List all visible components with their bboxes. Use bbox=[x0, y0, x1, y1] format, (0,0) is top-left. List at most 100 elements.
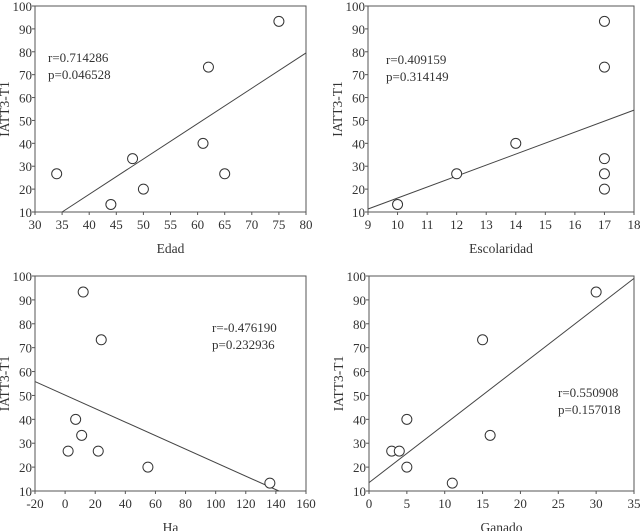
scatter-panel-ganado: 0 5 10 15 20 25 30 35 10 20 30 40 50 60 70 80 90 100 Ganad… bbox=[331, 269, 641, 531]
data-point bbox=[127, 153, 139, 165]
x-tick-label: 9 bbox=[365, 217, 372, 232]
plot-frame bbox=[368, 275, 635, 492]
x-tick-label: 100 bbox=[206, 496, 226, 511]
y-tick-label: 60 bbox=[353, 365, 366, 380]
x-tick-label: 50 bbox=[137, 217, 150, 232]
data-point bbox=[451, 168, 463, 180]
r-value-annotation: r=0.714286 bbox=[48, 50, 109, 65]
scatter-panel-escolaridad: 9 10 11 12 13 14 15 16 17 18102030405060708090100… bbox=[330, 0, 641, 256]
regression-line bbox=[61, 52, 307, 213]
y-tick-label: 90 bbox=[352, 22, 365, 37]
data-point bbox=[598, 153, 610, 165]
y-axis-label: IATT3-T1 bbox=[330, 81, 345, 136]
plot-frame bbox=[367, 5, 635, 213]
x-tick-label: 45 bbox=[110, 217, 123, 232]
x-tick-label: 35 bbox=[628, 496, 641, 511]
data-point bbox=[477, 334, 489, 346]
y-tick-label: 100 bbox=[347, 269, 367, 284]
y-axis-label: IATT3-T1 bbox=[331, 356, 346, 411]
x-tick-label: 15 bbox=[539, 217, 552, 232]
plot-frame bbox=[34, 5, 307, 213]
x-tick-label: 60 bbox=[149, 496, 162, 511]
x-tick-label: -20 bbox=[26, 496, 43, 511]
x-axis-label: Edad bbox=[157, 241, 185, 256]
y-tick-label: 40 bbox=[353, 412, 366, 427]
data-point bbox=[105, 198, 117, 210]
x-tick-label: 18 bbox=[628, 217, 641, 232]
x-tick-label: 75 bbox=[272, 217, 285, 232]
data-point bbox=[76, 429, 88, 441]
data-point bbox=[92, 445, 104, 457]
scatter-panel-ha: -20 0 20 40 60 80 100 120 140 160 10 20 30 40 50 60 70 80… bbox=[0, 269, 316, 531]
data-point bbox=[393, 445, 405, 457]
x-tick-label: 80 bbox=[179, 496, 192, 511]
x-tick-label: 13 bbox=[480, 217, 493, 232]
y-tick-label: 20 bbox=[19, 182, 32, 197]
y-tick-label: 100 bbox=[13, 269, 33, 284]
y-tick-label: 100 bbox=[346, 0, 366, 14]
y-tick-label: 30 bbox=[19, 159, 32, 174]
y-tick-label: 80 bbox=[353, 317, 366, 332]
x-tick-label: 0 bbox=[62, 496, 69, 511]
y-tick-label: 100 bbox=[13, 0, 33, 14]
data-point bbox=[273, 15, 285, 27]
x-tick-label: 17 bbox=[598, 217, 612, 232]
data-point bbox=[77, 286, 89, 298]
data-point bbox=[598, 183, 610, 195]
y-tick-label: 40 bbox=[352, 136, 365, 151]
y-axis-label: IATT3-T1 bbox=[0, 81, 12, 136]
x-tick-label: 20 bbox=[514, 496, 527, 511]
regression-line bbox=[34, 381, 280, 492]
y-tick-label: 50 bbox=[352, 113, 365, 128]
y-tick-label: 10 bbox=[352, 205, 365, 220]
x-tick-label: 30 bbox=[590, 496, 603, 511]
y-tick-label: 10 bbox=[353, 484, 366, 499]
data-point bbox=[598, 15, 610, 27]
x-tick-label: 11 bbox=[421, 217, 434, 232]
data-point bbox=[598, 168, 610, 180]
regression-line bbox=[368, 277, 635, 484]
x-tick-label: 20 bbox=[89, 496, 102, 511]
y-tick-label: 20 bbox=[352, 182, 365, 197]
y-tick-label: 10 bbox=[19, 484, 32, 499]
y-tick-label: 40 bbox=[19, 412, 32, 427]
regression-line bbox=[367, 109, 635, 210]
x-tick-label: 60 bbox=[191, 217, 204, 232]
y-tick-label: 60 bbox=[352, 91, 365, 106]
data-point bbox=[264, 477, 276, 489]
r-value-annotation: r=0.550908 bbox=[558, 385, 618, 400]
y-tick-label: 20 bbox=[353, 460, 366, 475]
x-tick-label: 15 bbox=[476, 496, 489, 511]
p-value-annotation: p=0.157018 bbox=[558, 402, 621, 417]
x-axis-label: Ganado bbox=[481, 520, 523, 531]
x-axis-label: Escolaridad bbox=[469, 241, 533, 256]
y-tick-label: 30 bbox=[352, 159, 365, 174]
plot-frame bbox=[34, 275, 307, 492]
x-tick-label: 65 bbox=[218, 217, 231, 232]
y-tick-label: 50 bbox=[353, 388, 366, 403]
x-tick-label: 40 bbox=[119, 496, 132, 511]
y-tick-label: 80 bbox=[19, 317, 32, 332]
x-tick-label: 55 bbox=[164, 217, 177, 232]
y-tick-label: 80 bbox=[352, 45, 365, 60]
y-tick-label: 70 bbox=[19, 68, 32, 83]
x-axis-label: Ha bbox=[163, 520, 179, 531]
y-tick-label: 20 bbox=[19, 460, 32, 475]
data-point bbox=[484, 429, 496, 441]
x-tick-label: 140 bbox=[266, 496, 286, 511]
y-tick-label: 70 bbox=[353, 341, 366, 356]
y-tick-label: 30 bbox=[19, 436, 32, 451]
data-point bbox=[197, 137, 209, 149]
x-tick-label: 30 bbox=[29, 217, 42, 232]
data-point bbox=[137, 183, 149, 195]
scatter-panel-edad: 30 35 40 45 50 55 60 65 70 75 80 10 20 30 40 50 60 70 80 90… bbox=[0, 0, 313, 256]
x-tick-label: 10 bbox=[391, 217, 404, 232]
r-value-annotation: r=-0.476190 bbox=[212, 320, 277, 335]
y-tick-label: 60 bbox=[19, 91, 32, 106]
x-tick-label: 160 bbox=[296, 496, 316, 511]
y-tick-label: 40 bbox=[19, 136, 32, 151]
p-value-annotation: p=0.314149 bbox=[386, 69, 449, 84]
data-point bbox=[590, 286, 602, 298]
y-tick-label: 50 bbox=[19, 388, 32, 403]
y-tick-label: 90 bbox=[19, 22, 32, 37]
